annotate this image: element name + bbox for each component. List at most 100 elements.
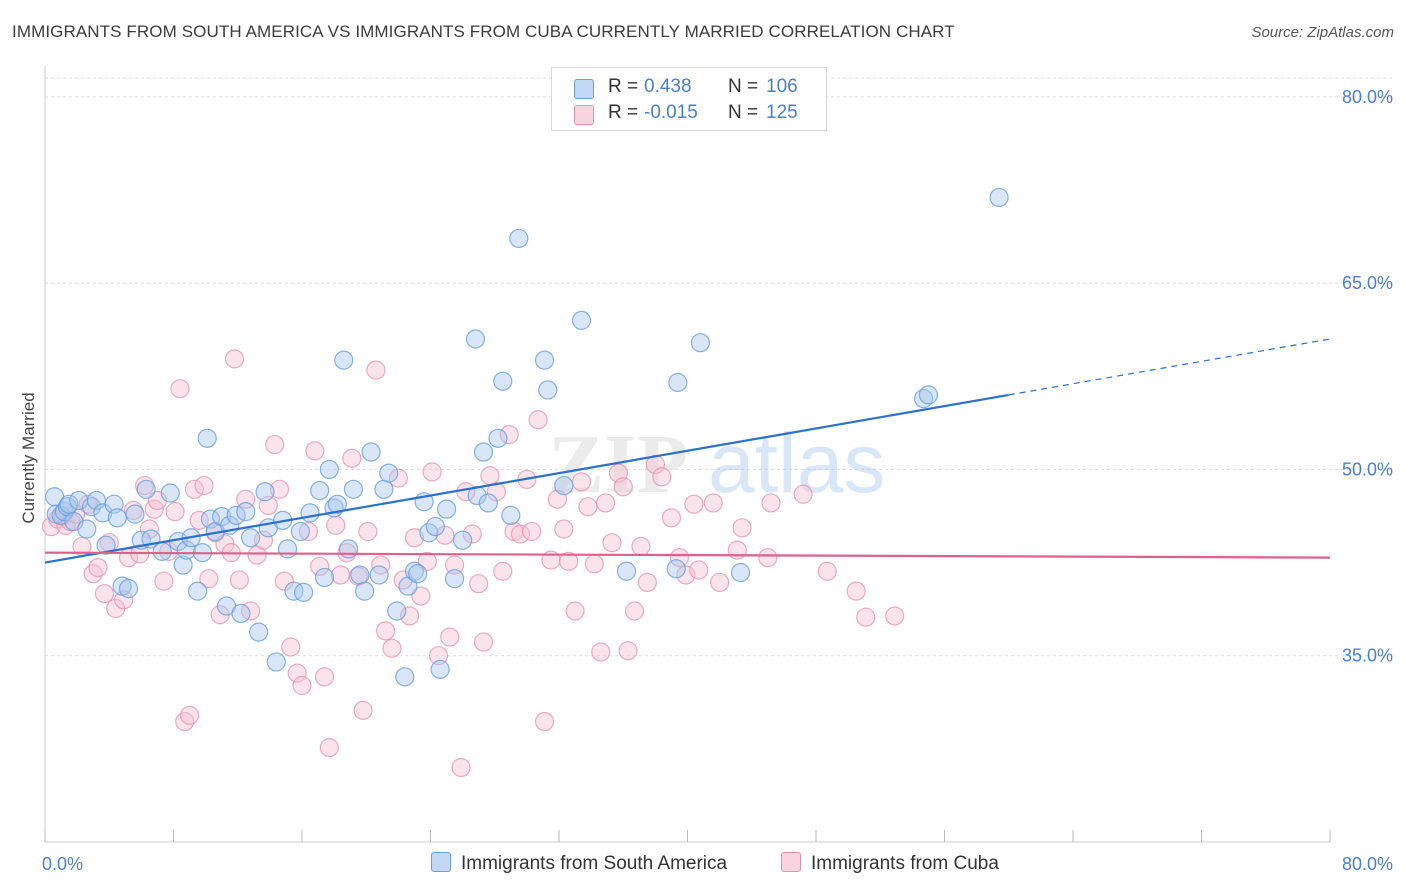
cuba-point bbox=[565, 601, 585, 621]
cuba-point bbox=[298, 521, 319, 542]
correlation-legend: R = 0.438 N = 106 R = -0.015 N = 125 bbox=[551, 67, 827, 131]
bottom-legend-label-cuba: Immigrants from Cuba bbox=[811, 853, 999, 874]
south-america-point bbox=[534, 350, 555, 370]
legend-n-value: 106 bbox=[766, 76, 798, 97]
south-america-point bbox=[989, 187, 1009, 208]
cuba-point bbox=[571, 472, 592, 492]
south-america-point bbox=[236, 502, 256, 522]
legend-n-value: 125 bbox=[766, 102, 798, 123]
south-america-point bbox=[668, 372, 688, 393]
south-america-point bbox=[571, 310, 592, 330]
south-america-point bbox=[918, 385, 939, 405]
bottom-legend-swatch-blue bbox=[431, 852, 451, 872]
cuba-point bbox=[486, 482, 506, 502]
cuba-point bbox=[305, 441, 325, 461]
south-america-point bbox=[554, 475, 574, 496]
cuba-point bbox=[499, 425, 519, 445]
cuba-point bbox=[292, 675, 312, 696]
legend-r-value: 0.438 bbox=[644, 76, 692, 97]
y-axis-label: Currently Married bbox=[19, 392, 38, 523]
cuba-point bbox=[287, 663, 307, 683]
cuba-point bbox=[310, 556, 330, 576]
cuba-point bbox=[618, 641, 638, 661]
south-america-point bbox=[436, 499, 457, 519]
cuba-point bbox=[184, 479, 204, 499]
cuba-point bbox=[314, 667, 335, 687]
cuba-point bbox=[139, 519, 160, 539]
south-america-point bbox=[327, 494, 347, 514]
cuba-point bbox=[179, 705, 200, 725]
south-america-point bbox=[730, 562, 751, 583]
cuba-point bbox=[817, 561, 837, 581]
south-america-point bbox=[334, 350, 354, 370]
cuba-point bbox=[330, 565, 351, 585]
cuba-point bbox=[624, 601, 645, 621]
south-america-point bbox=[488, 428, 508, 448]
cuba-point bbox=[554, 519, 574, 539]
south-america-trend-line bbox=[44, 393, 1009, 564]
cuba-point bbox=[469, 574, 489, 594]
south-america-point bbox=[310, 480, 330, 501]
y-tick-label: 35.0% bbox=[1342, 646, 1393, 666]
cuba-point bbox=[793, 484, 813, 504]
cuba-point bbox=[375, 621, 396, 641]
legend-n-label: N = bbox=[728, 102, 759, 123]
cuba-point bbox=[732, 518, 752, 538]
south-america-point bbox=[430, 659, 450, 679]
cuba-point bbox=[199, 569, 219, 589]
south-america-point bbox=[538, 380, 558, 400]
cuba-point bbox=[856, 607, 876, 627]
cuba-point bbox=[342, 448, 362, 468]
cuba-point bbox=[366, 360, 386, 380]
south-america-point bbox=[96, 535, 116, 555]
y-tick-label: 65.0% bbox=[1342, 273, 1393, 293]
south-america-point bbox=[255, 482, 275, 502]
south-america-point bbox=[284, 581, 304, 601]
cuba-point bbox=[710, 572, 730, 593]
cuba-point bbox=[885, 606, 905, 626]
cuba-point bbox=[637, 572, 657, 593]
south-america-point bbox=[319, 459, 339, 480]
south-america-point bbox=[249, 622, 269, 642]
south-america-point bbox=[404, 561, 425, 581]
south-america-point bbox=[379, 463, 399, 483]
cuba-point bbox=[382, 638, 402, 658]
cuba-point bbox=[462, 524, 482, 544]
south-america-point bbox=[425, 516, 445, 537]
legend-r-label: R = bbox=[608, 102, 639, 123]
x-tick-label-max: 80.0% bbox=[1342, 854, 1393, 874]
south-america-point bbox=[343, 479, 363, 499]
south-america-trend-extension bbox=[1008, 338, 1331, 396]
cuba-point bbox=[689, 560, 709, 580]
south-america-point bbox=[226, 505, 246, 525]
south-america-point bbox=[501, 505, 521, 525]
south-america-point bbox=[690, 333, 710, 353]
cuba-points bbox=[41, 349, 905, 778]
bottom-legend-swatch-pink bbox=[781, 852, 801, 872]
cuba-point bbox=[473, 632, 494, 652]
cuba-point bbox=[613, 477, 633, 497]
cuba-point bbox=[440, 627, 460, 647]
south-america-point bbox=[314, 567, 335, 588]
cuba-point bbox=[631, 536, 651, 557]
cuba-point bbox=[319, 738, 339, 758]
south-america-point bbox=[465, 329, 486, 349]
cuba-point bbox=[94, 584, 115, 604]
cuba-point bbox=[269, 479, 290, 499]
cuba-point bbox=[451, 757, 471, 778]
south-america-point bbox=[374, 479, 394, 499]
south-america-point bbox=[453, 530, 473, 550]
south-america-point bbox=[473, 442, 494, 462]
y-tick-label: 80.0% bbox=[1342, 87, 1393, 107]
cuba-point bbox=[428, 646, 449, 666]
cuba-point bbox=[170, 379, 190, 399]
cuba-point bbox=[522, 521, 542, 542]
cuba-point bbox=[404, 528, 425, 548]
south-america-point bbox=[355, 581, 375, 601]
bottom-legend-label-south-america: Immigrants from South America bbox=[461, 853, 728, 874]
cuba-point bbox=[727, 540, 747, 560]
south-america-point bbox=[231, 603, 251, 624]
bottom-legend-south-america: Immigrants from South America bbox=[431, 852, 727, 875]
cuba-point bbox=[559, 551, 579, 571]
